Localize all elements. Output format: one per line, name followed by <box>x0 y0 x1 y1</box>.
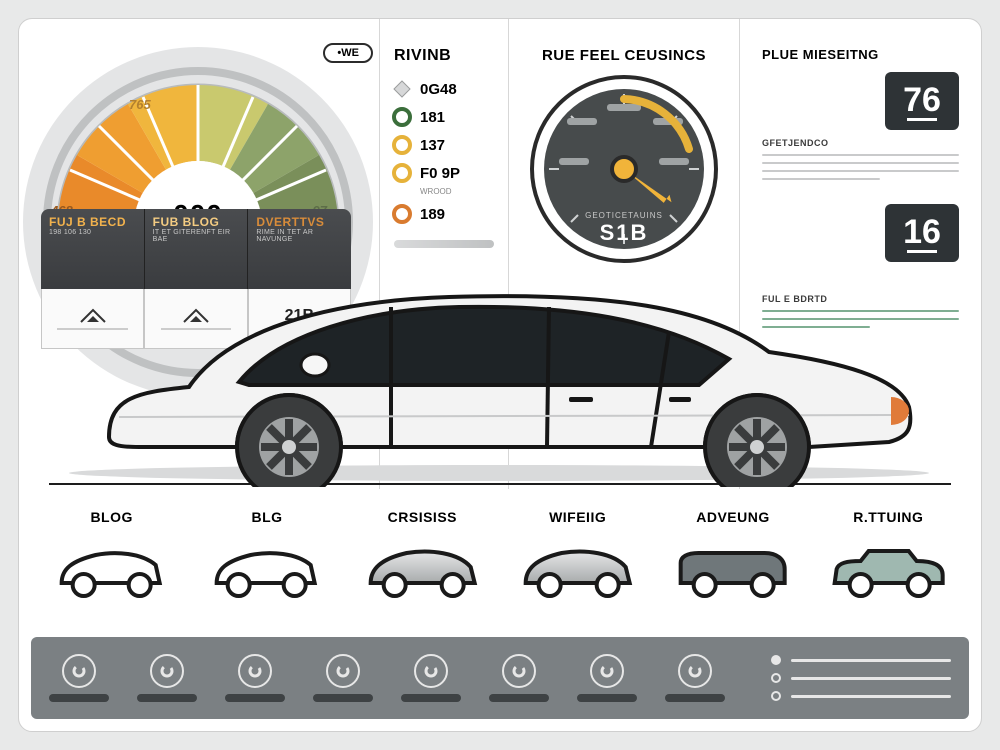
vehicle-categories: BLOG BLG CRSISISS WIFEIIG ADVEUNG R.TTUING <box>41 509 959 619</box>
footer-label-bar <box>401 694 461 702</box>
footer-item[interactable] <box>137 654 197 702</box>
round-gauge-title: RUE FEEL CEUSINCS <box>509 47 739 64</box>
category-label: BLOG <box>90 509 132 525</box>
category-label: ADVEUNG <box>696 509 770 525</box>
category-item[interactable]: BLOG <box>41 509 182 619</box>
diamond-icon <box>392 79 412 99</box>
footer-item[interactable] <box>401 654 461 702</box>
stat-row[interactable]: 181 <box>380 103 508 131</box>
car-type-icon <box>662 531 803 601</box>
footer-label-bar <box>665 694 725 702</box>
footer-item[interactable] <box>225 654 285 702</box>
footer-item[interactable] <box>313 654 373 702</box>
footer-label-bar <box>577 694 637 702</box>
ring-icon <box>414 654 448 688</box>
stat-value: 0G48 <box>420 81 457 98</box>
round-gauge: GEOTICETAUINS S1B <box>529 74 719 264</box>
footer-item[interactable] <box>665 654 725 702</box>
footer-bar <box>31 637 969 719</box>
footer-item[interactable] <box>577 654 637 702</box>
stat-value: 137 <box>420 137 445 154</box>
stat-row[interactable]: 0G48 <box>380 75 508 103</box>
ring-icon <box>62 654 96 688</box>
text-lines-icon <box>762 154 959 180</box>
gauge-mark-top: 765 <box>129 97 151 112</box>
footer-item[interactable] <box>489 654 549 702</box>
category-label: R.TTUING <box>853 509 923 525</box>
footer-label-bar <box>313 694 373 702</box>
stat-row[interactable]: 137 <box>380 131 508 159</box>
stat-value: F0 9P <box>420 165 460 182</box>
car-stage <box>49 241 951 501</box>
ring-icon <box>678 654 712 688</box>
category-item[interactable]: ADVEUNG <box>662 509 803 619</box>
dashboard-panel: •WE <box>18 18 982 732</box>
car-type-icon <box>507 531 648 601</box>
stat-value: 181 <box>420 109 445 126</box>
ring-icon <box>392 135 412 155</box>
footer-label-bar <box>49 694 109 702</box>
ring-icon <box>392 163 412 183</box>
car-type-icon <box>41 531 182 601</box>
car-icon <box>49 247 949 487</box>
car-type-icon <box>818 531 959 601</box>
round-gauge-sublabel: GEOTICETAUINS <box>529 211 719 220</box>
stats-title: RIVINB <box>380 47 508 65</box>
footer-legend <box>771 655 951 701</box>
category-item[interactable]: WIFEIIG <box>507 509 648 619</box>
footer-label-bar <box>489 694 549 702</box>
ring-icon <box>502 654 536 688</box>
category-label: WIFEIIG <box>549 509 606 525</box>
footer-item[interactable] <box>49 654 109 702</box>
right-title: PLUE MIESEITNG <box>762 47 959 62</box>
ring-icon <box>326 654 360 688</box>
footer-label-bar <box>137 694 197 702</box>
ring-icon <box>590 654 624 688</box>
footer-label-bar <box>225 694 285 702</box>
category-item[interactable]: BLG <box>196 509 337 619</box>
metric-sub-1: GFETJENDCO <box>762 138 959 148</box>
category-item[interactable]: R.TTUING <box>818 509 959 619</box>
category-label: BLG <box>251 509 282 525</box>
ring-icon <box>150 654 184 688</box>
car-type-icon <box>352 531 493 601</box>
category-item[interactable]: CRSISISS <box>352 509 493 619</box>
stat-value: 189 <box>420 206 445 223</box>
metric-tile-1[interactable]: 76 <box>885 72 959 130</box>
stat-row[interactable]: 189 <box>380 200 508 228</box>
ring-icon <box>238 654 272 688</box>
ring-icon <box>392 204 412 224</box>
ring-icon <box>392 107 412 127</box>
category-label: CRSISISS <box>388 509 457 525</box>
car-type-icon <box>196 531 337 601</box>
stat-row[interactable]: F0 9P <box>380 159 508 187</box>
